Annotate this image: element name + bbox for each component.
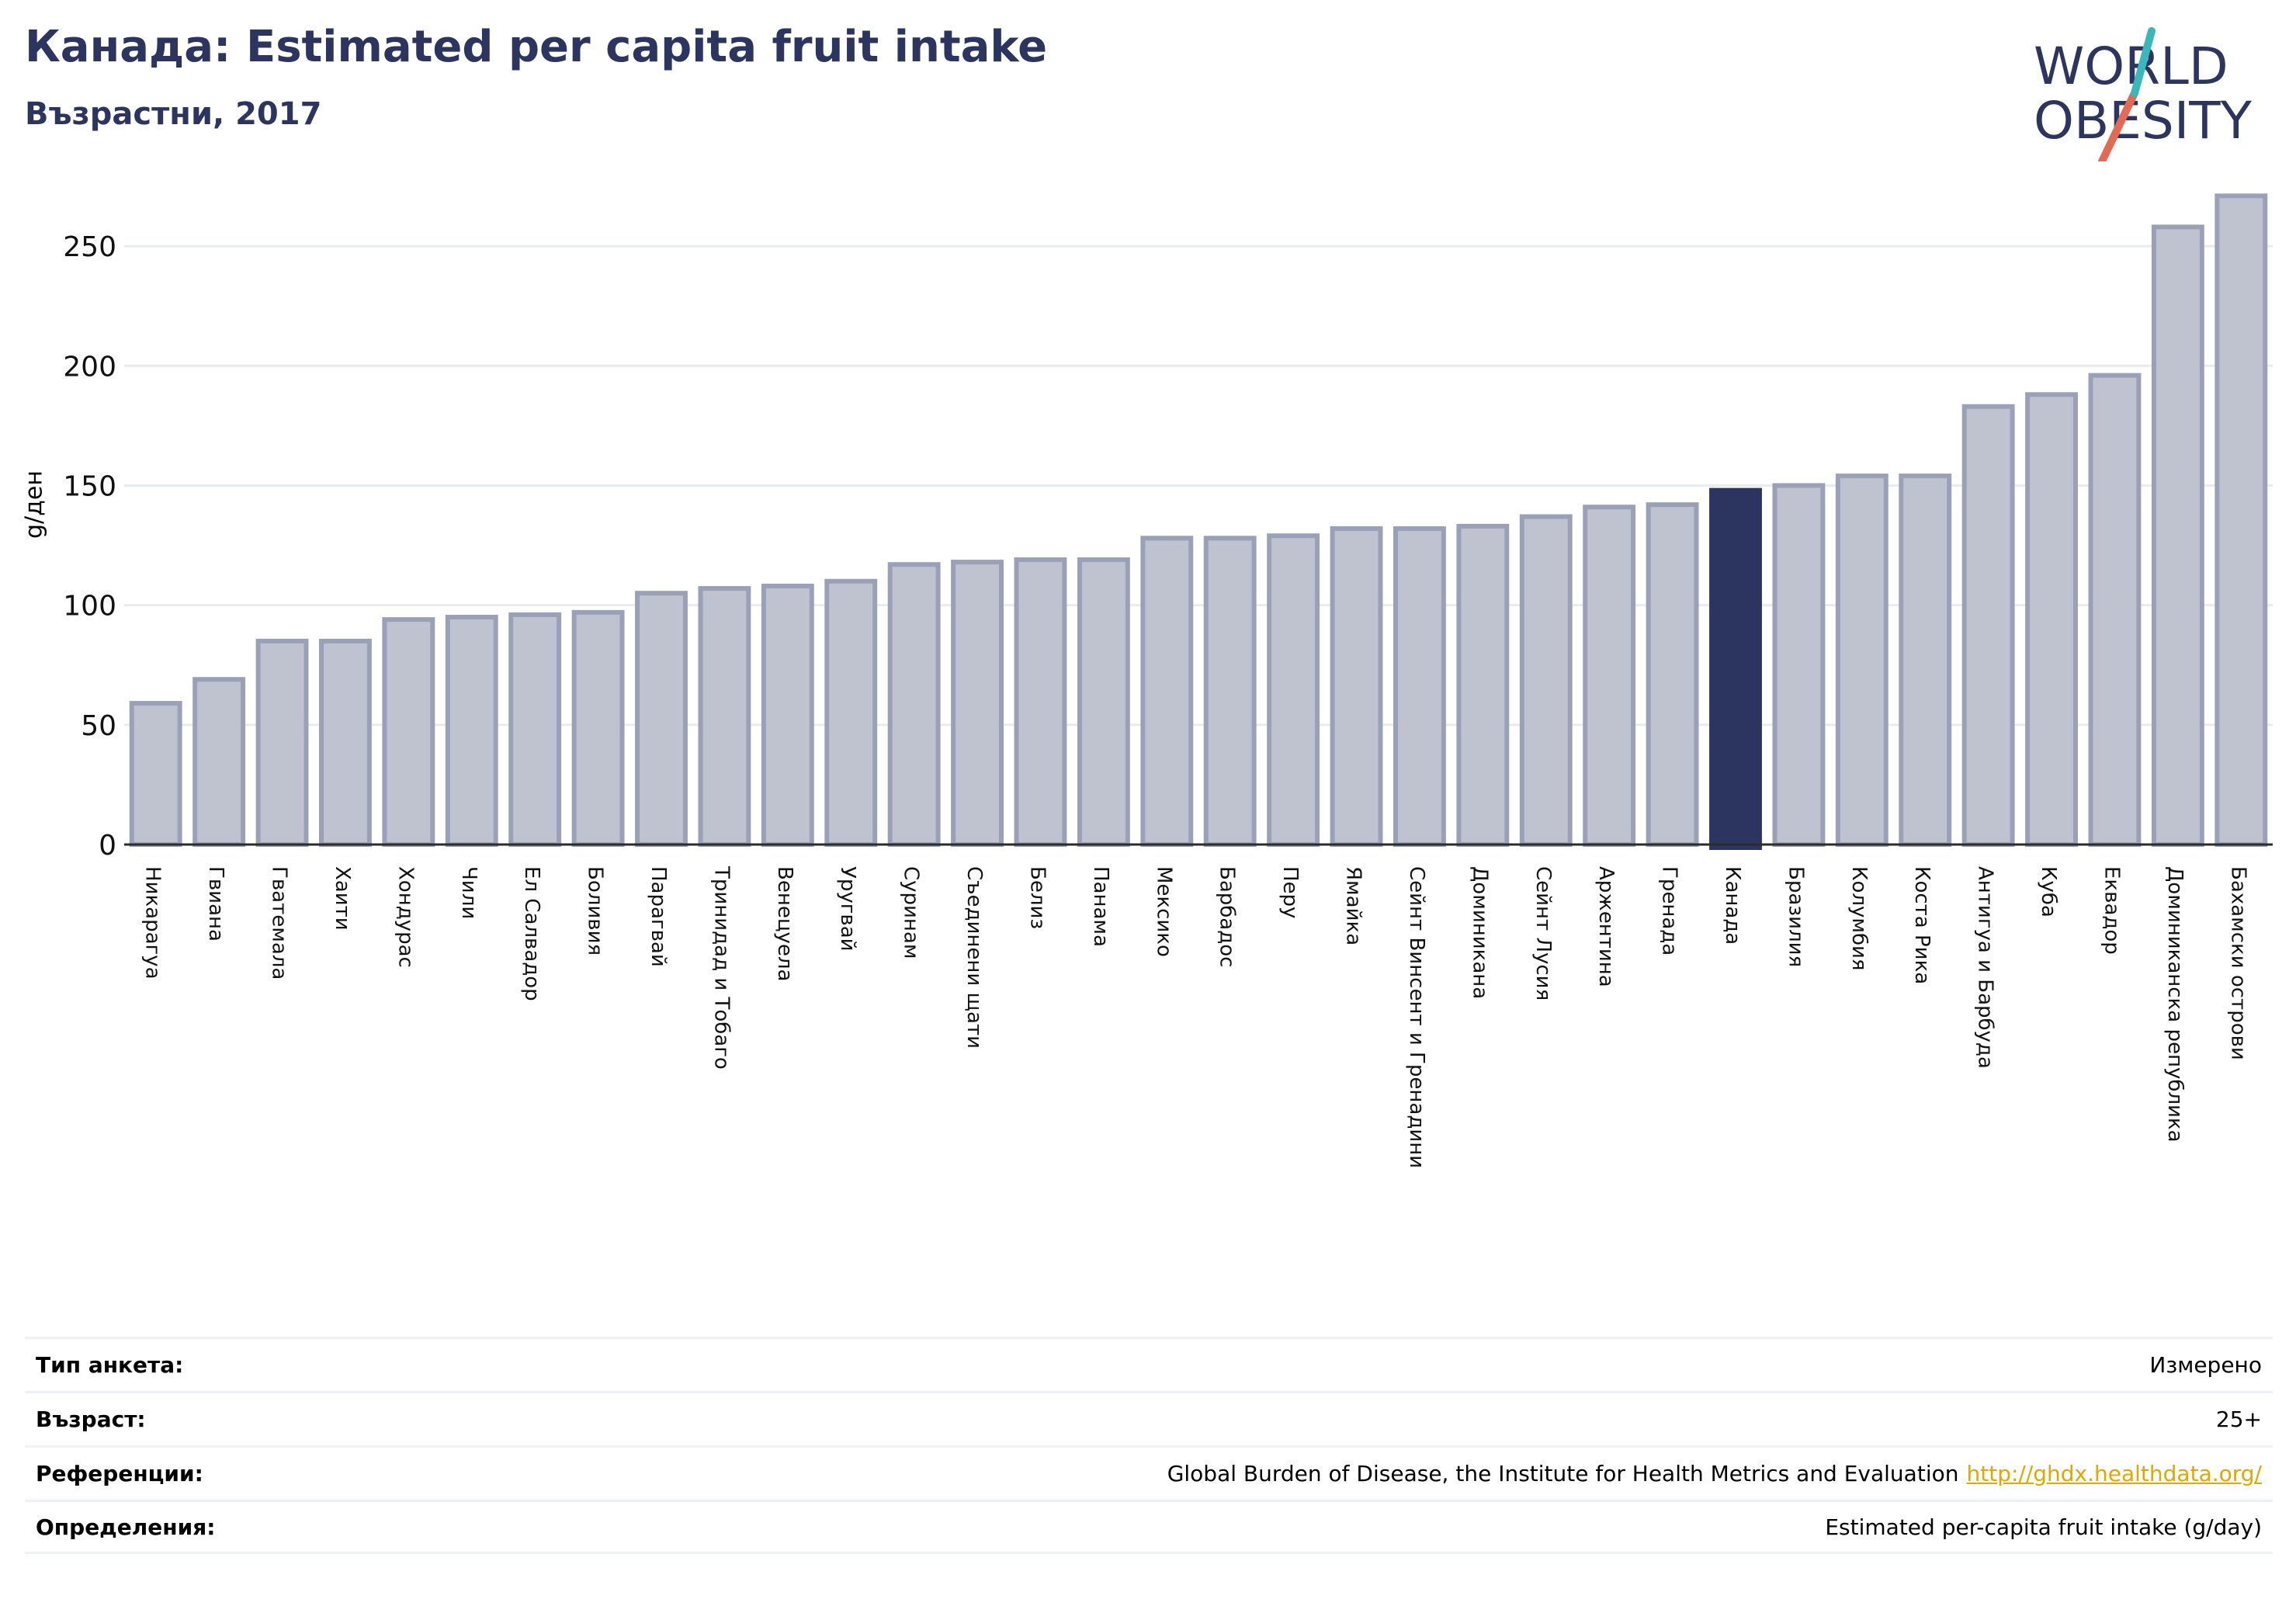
y-tick-label: 50 bbox=[81, 710, 116, 742]
info-row-references: Референции: Global Burden of Disease, th… bbox=[25, 1445, 2273, 1500]
bar bbox=[2025, 392, 2078, 847]
bar bbox=[951, 560, 1004, 847]
x-tick-label: Бразилия bbox=[1784, 866, 1807, 967]
bar bbox=[1140, 536, 1194, 847]
x-tick-label: Коста Рика bbox=[1910, 866, 1934, 984]
bar bbox=[445, 615, 498, 848]
x-tick-label: Тринидад и Тобаго bbox=[709, 865, 733, 1070]
info-label: Тип анкета: bbox=[36, 1352, 184, 1378]
x-tick-label: Съединени щати bbox=[962, 866, 986, 1049]
bar bbox=[1709, 487, 1762, 850]
bar bbox=[1961, 404, 2015, 847]
bar bbox=[571, 609, 625, 847]
x-tick-label: Перу bbox=[1278, 866, 1302, 918]
bar bbox=[192, 677, 246, 847]
bar bbox=[1077, 557, 1130, 848]
x-tick-label: Суринам bbox=[900, 866, 923, 959]
bar-chart: 0 50 100 150 200 250 Никарагуа Гвиана Гватемала… bbox=[63, 193, 2273, 1168]
x-tick-label: Бахамски острови bbox=[2226, 866, 2249, 1060]
x-tick-label: Куба bbox=[2037, 866, 2060, 917]
bar bbox=[2088, 373, 2142, 847]
x-tick-label: Панама bbox=[1089, 866, 1112, 947]
bar bbox=[635, 591, 688, 848]
x-tick-label: Уругвай bbox=[836, 866, 859, 952]
bar bbox=[255, 638, 309, 848]
x-tick-label: Мексико bbox=[1152, 866, 1175, 957]
bar bbox=[2151, 224, 2204, 847]
bar bbox=[1456, 523, 1510, 847]
x-tick-label: Доминиканска република bbox=[2163, 866, 2187, 1143]
x-tick-label: Еквадор bbox=[2100, 866, 2123, 955]
x-tick-label: Антигуа и Барбуда bbox=[1974, 866, 1997, 1069]
bar bbox=[382, 617, 435, 847]
info-value: Estimated per-capita fruit intake (g/day… bbox=[1825, 1514, 2262, 1540]
y-tick-label: 150 bbox=[63, 470, 116, 502]
bar bbox=[1519, 514, 1573, 847]
y-tick-label: 250 bbox=[63, 231, 116, 263]
x-tick-label: Сейнт Лусия bbox=[1531, 866, 1555, 1001]
logo-line2: OBESITY bbox=[2034, 91, 2253, 151]
bar bbox=[887, 562, 941, 847]
page-title: Канада: Estimated per capita fruit intak… bbox=[25, 22, 1048, 72]
info-row-definitions: Определения: Estimated per-capita fruit … bbox=[25, 1500, 2273, 1554]
bar bbox=[1583, 505, 1636, 847]
bar bbox=[761, 583, 814, 847]
x-tick-label: Барбадос bbox=[1216, 866, 1239, 967]
reference-link[interactable]: http://ghdx.healthdata.org/ bbox=[1966, 1461, 2262, 1486]
info-value: Global Burden of Disease, the Institute … bbox=[1167, 1461, 1959, 1486]
bar bbox=[129, 701, 182, 847]
info-label: Референции: bbox=[36, 1461, 203, 1486]
info-row-age: Възраст: 25+ bbox=[25, 1391, 2273, 1445]
x-tick-label: Сейнт Винсент и Гренадини bbox=[1405, 866, 1428, 1168]
info-label: Възраст: bbox=[36, 1406, 146, 1432]
bar bbox=[1899, 473, 1952, 847]
x-tick-label: Доминикана bbox=[1468, 866, 1491, 999]
x-tick-label: Никарагуа bbox=[141, 866, 165, 980]
x-tick-label: Канада bbox=[1721, 866, 1744, 945]
y-tick-label: 200 bbox=[63, 351, 116, 383]
x-tick-label: Хондурас bbox=[394, 866, 417, 968]
world-obesity-logo: WORLD OBESITY bbox=[2034, 27, 2253, 161]
bar bbox=[1646, 502, 1699, 848]
info-value: Измерено bbox=[2149, 1352, 2262, 1378]
x-tick-labels: Никарагуа Гвиана Гватемала Хаити Хондурас Чил… bbox=[141, 865, 2250, 1168]
info-label: Определения: bbox=[36, 1514, 216, 1540]
x-tick-label: Гвиана bbox=[204, 866, 227, 942]
y-tick-label: 100 bbox=[63, 591, 116, 623]
x-tick-label: Венецуела bbox=[773, 866, 796, 981]
info-value: 25+ bbox=[2215, 1406, 2262, 1432]
x-tick-label: Боливия bbox=[584, 866, 607, 956]
bar bbox=[1203, 536, 1257, 847]
x-tick-label: Ел Салвадор bbox=[520, 866, 543, 1001]
bar bbox=[1835, 473, 1888, 847]
x-tick-label: Чили bbox=[457, 866, 480, 919]
bar bbox=[698, 586, 751, 847]
info-row-survey-type: Тип анкета: Измерено bbox=[25, 1337, 2273, 1391]
x-tick-label: Гватемала bbox=[268, 866, 291, 980]
x-tick-label: Гренада bbox=[1658, 866, 1681, 956]
bar bbox=[508, 612, 562, 847]
x-tick-label: Колумбия bbox=[1847, 866, 1871, 971]
info-table: Тип анкета: Измерено Възраст: 25+ Рефере… bbox=[25, 1337, 2273, 1554]
x-tick-label: Аржентина bbox=[1594, 866, 1618, 987]
bar bbox=[824, 578, 878, 847]
page-subtitle: Възрастни, 2017 bbox=[25, 96, 322, 132]
bar bbox=[319, 638, 372, 848]
info-value-wrap: Global Burden of Disease, the Institute … bbox=[1167, 1461, 2262, 1486]
x-tick-label: Белиз bbox=[1025, 866, 1049, 929]
x-tick-label: Парагвай bbox=[647, 866, 670, 967]
bars bbox=[129, 193, 2268, 850]
bar bbox=[1393, 525, 1446, 848]
y-tick-label: 0 bbox=[99, 830, 116, 862]
bar bbox=[1772, 483, 1826, 847]
x-tick-label: Хаити bbox=[331, 866, 354, 931]
x-tick-label: Ямайка bbox=[1342, 866, 1365, 945]
bar bbox=[2214, 193, 2268, 848]
y-axis-label: g/ден bbox=[20, 470, 48, 539]
logo-line1: WORLD bbox=[2034, 36, 2228, 96]
bar bbox=[1330, 525, 1383, 848]
bar bbox=[1267, 533, 1320, 848]
y-tick-labels: 0 50 100 150 200 250 bbox=[63, 231, 116, 862]
bar bbox=[1014, 557, 1067, 848]
